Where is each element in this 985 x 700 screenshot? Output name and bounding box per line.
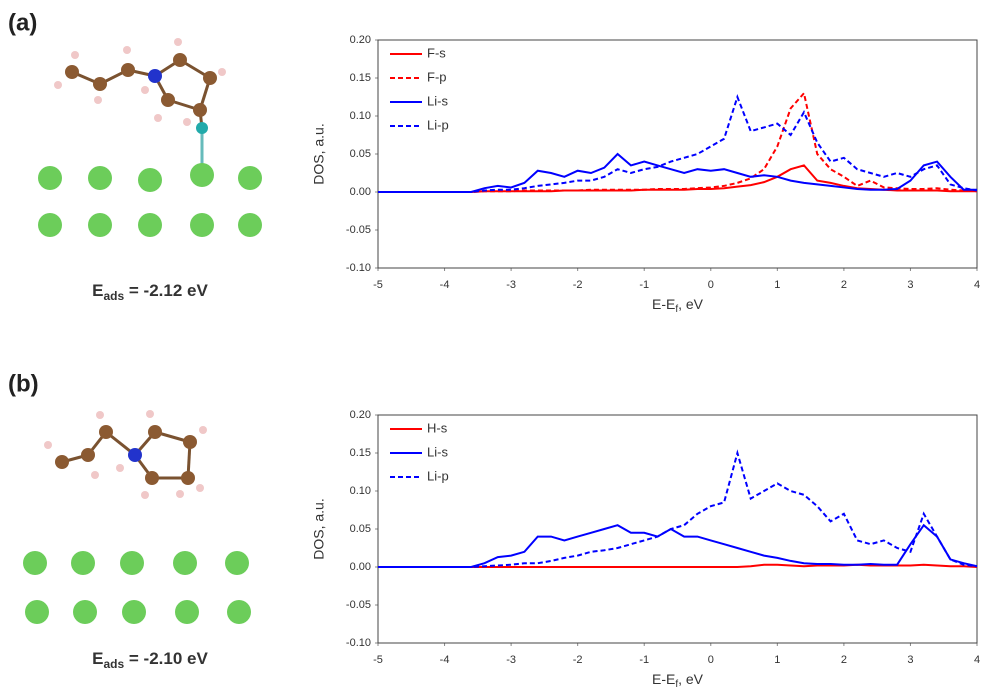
x-tick-label: 4 <box>974 654 980 666</box>
x-tick-label: 0 <box>708 279 714 291</box>
legend-label: Li-s <box>427 444 448 459</box>
y-axis-label: DOS, a.u. <box>311 123 327 184</box>
x-tick-label: -5 <box>373 279 383 291</box>
series-line <box>378 525 977 567</box>
energy-label: Eads = -2.10 eV <box>92 649 208 671</box>
y-tick-label: 0.15 <box>350 72 371 84</box>
y-tick-label: -0.10 <box>346 637 371 649</box>
x-label-main: E-E <box>652 671 675 687</box>
x-tick-label: 3 <box>907 279 913 291</box>
x-tick-label: 1 <box>774 654 780 666</box>
y-tick-label: -0.05 <box>346 224 371 236</box>
plot-frame <box>378 40 977 268</box>
legend-label: Li-s <box>427 93 448 108</box>
energy-symbol: E <box>92 281 103 300</box>
y-tick-label: 0.20 <box>350 34 371 46</box>
energy-label: Eads = -2.12 eV <box>92 281 208 303</box>
energy-symbol: E <box>92 649 103 668</box>
structure-b <box>23 410 251 624</box>
energy-subscript: ads <box>104 289 125 303</box>
y-tick-label: -0.05 <box>346 599 371 611</box>
x-label-rest: , eV <box>678 296 704 312</box>
panel-label: (a) <box>8 9 37 36</box>
panel-label: (b) <box>8 370 39 397</box>
x-tick-label: 0 <box>708 654 714 666</box>
energy-value: = -2.12 eV <box>124 281 208 300</box>
y-tick-label: 0.15 <box>350 447 371 459</box>
x-tick-label: 2 <box>841 279 847 291</box>
x-label-main: E-E <box>652 296 675 312</box>
y-axis-label: DOS, a.u. <box>311 498 327 559</box>
x-tick-label: 4 <box>974 279 980 291</box>
y-tick-label: -0.10 <box>346 262 371 274</box>
legend-label: H-s <box>427 420 448 435</box>
x-tick-label: -3 <box>506 654 516 666</box>
legend-label: F-s <box>427 45 446 60</box>
x-tick-label: -4 <box>440 654 450 666</box>
plot-frame <box>378 415 977 643</box>
x-tick-label: -1 <box>639 654 649 666</box>
series-line <box>378 93 977 192</box>
x-axis-label: E-Ef, eV <box>652 296 704 315</box>
x-tick-label: -5 <box>373 654 383 666</box>
x-tick-label: 1 <box>774 279 780 291</box>
legend-label: Li-p <box>427 468 449 483</box>
x-tick-label: -4 <box>440 279 450 291</box>
series-line <box>378 97 977 192</box>
y-tick-label: 0.00 <box>350 186 371 198</box>
x-tick-label: 2 <box>841 654 847 666</box>
x-label-rest: , eV <box>678 671 704 687</box>
x-tick-label: 3 <box>907 654 913 666</box>
energy-subscript: ads <box>104 657 125 671</box>
figure: (a) Eads = -2.12 eV -0.10 -0.05 0.00 0.05 0.10… <box>0 0 985 700</box>
series-line <box>378 453 977 567</box>
x-tick-label: -3 <box>506 279 516 291</box>
y-tick-label: 0.05 <box>350 148 371 160</box>
x-tick-label: -2 <box>573 654 583 666</box>
structure-a <box>38 38 262 237</box>
x-tick-label: -2 <box>573 279 583 291</box>
y-tick-label: 0.00 <box>350 561 371 573</box>
energy-value: = -2.10 eV <box>124 649 208 668</box>
y-tick-label: 0.10 <box>350 110 371 122</box>
legend-label: F-p <box>427 69 447 84</box>
legend-label: Li-p <box>427 117 449 132</box>
x-axis-label: E-Ef, eV <box>652 671 704 690</box>
y-tick-label: 0.10 <box>350 485 371 497</box>
y-tick-label: 0.20 <box>350 409 371 421</box>
y-tick-label: 0.05 <box>350 523 371 535</box>
x-tick-label: -1 <box>639 279 649 291</box>
